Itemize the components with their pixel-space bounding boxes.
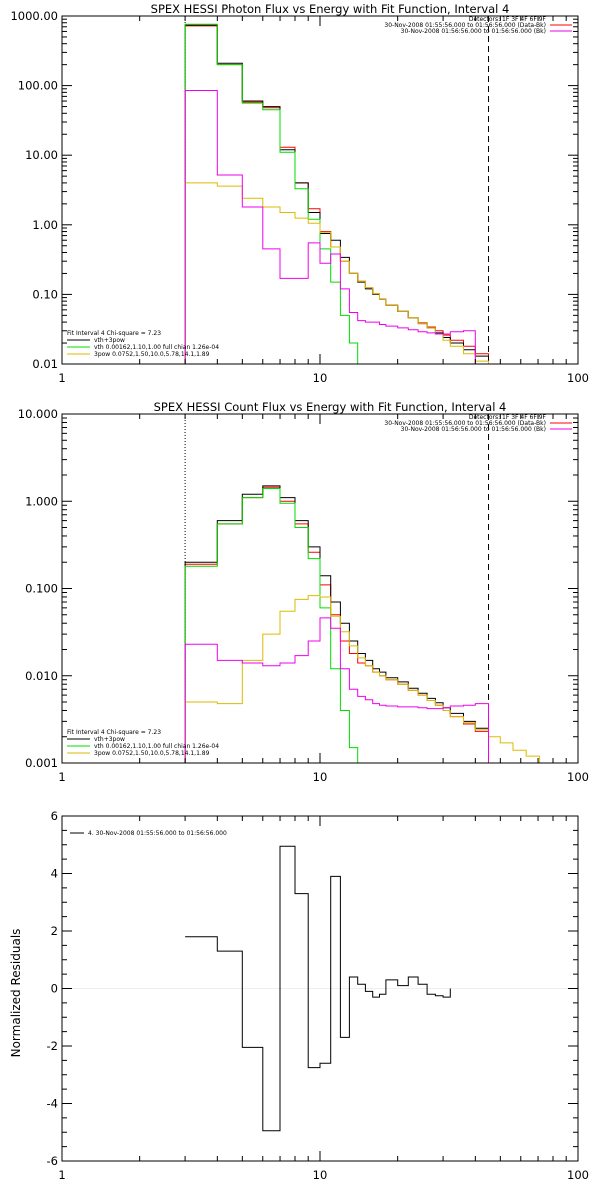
photon-series-powerlaw (184, 182, 513, 364)
photon-xtick-label: 1 (58, 371, 65, 385)
photon-plot-area (184, 16, 513, 364)
photon-fit-header: Fit Interval 4 Chi-square = 7.23 (67, 330, 161, 337)
residuals-axes-ticks: 1 10 100 6 4 2 0 -2 -4 -6 (47, 809, 589, 1182)
photon-legend-thermal-label: vth 0.00162,1.10,1.00 full chian 1.26e-0… (94, 344, 219, 351)
count-series-thermal (184, 488, 366, 763)
resid-ytick-label: -2 (47, 1039, 58, 1053)
count-xtick-label: 10 (313, 770, 328, 784)
photon-xtick-label: 10 (313, 371, 328, 385)
photon-ytick-label: 1000.00 (10, 9, 58, 23)
residuals-legend-label: 4. 30-Nov-2008 01:55:56.000 to 01:56:56.… (88, 830, 227, 837)
photon-ytick-label: 1.00 (32, 218, 58, 232)
photon-legend-top: Detectors: 1F 3F 4F 6F 9F 30-Nov-2008 01… (384, 16, 572, 35)
photon-detectors-label: Detectors: 1F 3F 4F 6F 9F (469, 16, 547, 23)
count-legend-powerlaw-label: 3pow 0.0752,1.50,10.0,5.78,14.1,1.89 (94, 750, 210, 757)
count-legend-bottom: Fit Interval 4 Chi-square = 7.23 vth+3po… (67, 729, 219, 757)
resid-xtick-label: 100 (567, 1168, 589, 1182)
resid-ytick-label: 0 (51, 982, 58, 996)
photon-chart-title: SPEX HESSI Photon Flux vs Energy with Fi… (151, 2, 510, 16)
photon-ytick-label: 10.00 (25, 148, 58, 162)
photon-ytick-label: 100.00 (18, 79, 58, 93)
resid-xtick-label: 10 (313, 1168, 328, 1182)
count-detectors-label: Detectors: 1F 3F 4F 6F 9F (469, 414, 547, 421)
count-series-background (184, 617, 489, 763)
count-fit-header: Fit Interval 4 Chi-square = 7.23 (67, 729, 161, 736)
count-ytick-label: 0.001 (25, 756, 58, 770)
photon-series-background (184, 90, 476, 364)
count-xtick-label: 100 (567, 770, 589, 784)
residuals-plot-area (62, 845, 578, 1132)
photon-legend-bottom: Fit Interval 4 Chi-square = 7.23 vth+3po… (67, 330, 219, 358)
resid-series-residuals (185, 845, 451, 1132)
count-legend-top: Detectors: 1F 3F 4F 6F 9F 30-Nov-2008 01… (384, 414, 572, 433)
count-ytick-label: 0.100 (25, 582, 58, 596)
photon-series-thermal (184, 23, 366, 364)
count-xtick-label: 1 (58, 770, 65, 784)
resid-ytick-label: 4 (51, 867, 58, 881)
photon-flux-panel: SPEX HESSI Photon Flux vs Energy with Fi… (10, 2, 589, 385)
residuals-legend: 4. 30-Nov-2008 01:55:56.000 to 01:56:56.… (70, 830, 227, 837)
count-legend-data-label: 30-Nov-2008 01:55:56.000 to 01:56:56.000… (384, 420, 546, 427)
photon-xtick-label: 100 (567, 371, 589, 385)
count-ytick-label: 1.000 (25, 494, 58, 508)
photon-legend-total-label: vth+3pow (94, 337, 125, 344)
photon-ytick-label: 0.10 (32, 287, 58, 301)
photon-legend-data-label: 30-Nov-2008 01:55:56.000 to 01:56:56.000… (384, 22, 546, 29)
count-legend-thermal-label: vth 0.00162,1.10,1.00 full chian 1.26e-0… (94, 743, 219, 750)
count-axes-ticks: 1 10 100 10.000 1.000 0.100 0.010 0.001 (18, 407, 589, 784)
count-ytick-label: 10.000 (18, 407, 58, 421)
photon-legend-powerlaw-label: 3pow 0.0752,1.50,10.0,5.78,14.1,1.89 (94, 351, 210, 358)
count-flux-panel: SPEX HESSI Count Flux vs Energy with Fit… (18, 400, 589, 784)
count-legend-total-label: vth+3pow (94, 736, 125, 743)
resid-ytick-label: -6 (47, 1154, 58, 1168)
photon-axes-ticks: 1 10 100 1000.00 100.00 10.00 1.00 0.10 0.01 (10, 9, 589, 385)
resid-xtick-label: 1 (58, 1168, 65, 1182)
count-legend-background-label: 30-Nov-2008 01:56:56.000 to 01:56:56.000… (401, 426, 546, 433)
photon-legend-background-label: 30-Nov-2008 01:56:56.000 to 01:56:56.000… (401, 28, 546, 35)
count-ytick-label: 0.010 (25, 669, 58, 683)
photon-ytick-label: 0.01 (32, 357, 58, 371)
count-plot-area (184, 414, 553, 763)
resid-ytick-label: -4 (47, 1097, 58, 1111)
resid-ytick-label: 6 (51, 809, 58, 823)
count-chart-title: SPEX HESSI Count Flux vs Energy with Fit… (154, 400, 507, 414)
residuals-panel: Normalized Residuals 1 10 100 6 4 2 0 -2 -4 -6 4.… (9, 809, 589, 1182)
residuals-y-axis-title: Normalized Residuals (9, 929, 23, 1058)
resid-ytick-label: 2 (51, 924, 58, 938)
